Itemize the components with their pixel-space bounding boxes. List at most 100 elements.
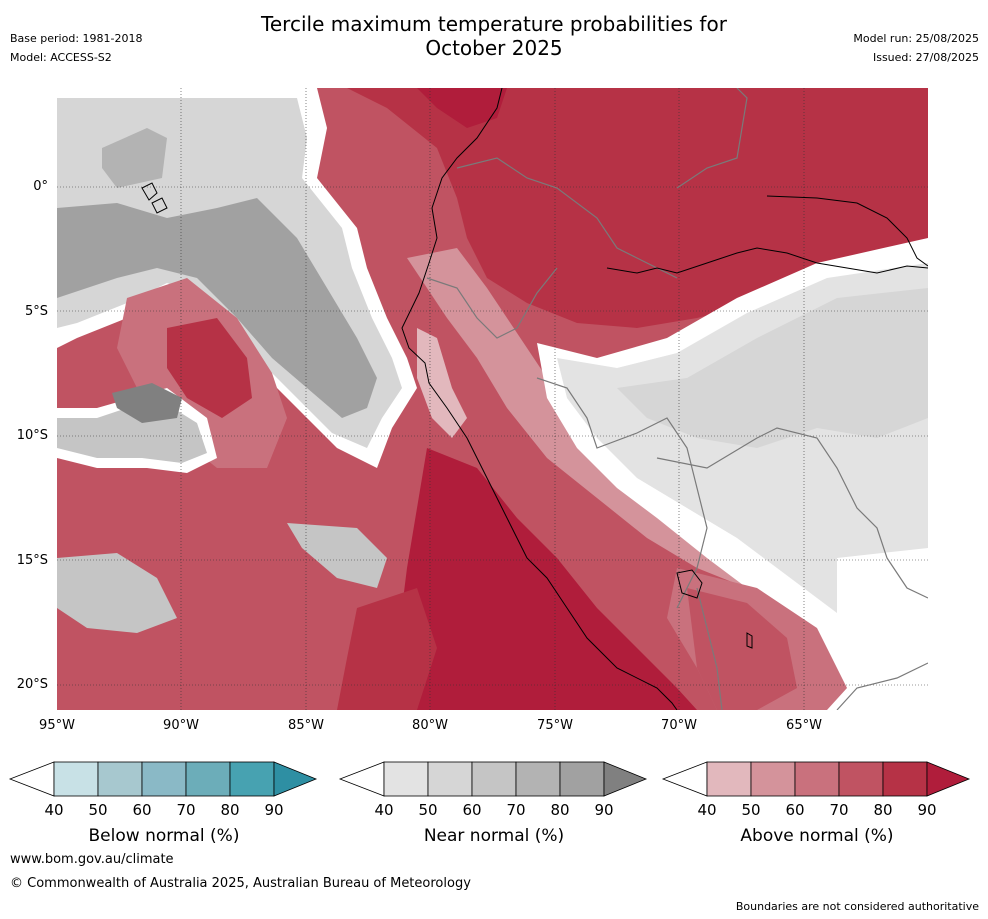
lat-label-5s: 5°S [24, 304, 48, 319]
colorbar-above-seg-2 [750, 761, 796, 797]
colorbar-above [661, 761, 971, 797]
below-tick-60: 60 [132, 801, 152, 819]
above-tick-90: 90 [917, 801, 937, 819]
colorbar-near-seg-5 [559, 761, 605, 797]
coastline-galapagos-2 [151, 197, 168, 214]
below-tick-80: 80 [220, 801, 240, 819]
map-title: Tercile maximum temperature probabilitie… [0, 12, 988, 60]
above-tick-70: 70 [829, 801, 849, 819]
near-tick-70: 70 [506, 801, 526, 819]
footer-copyright: © Commonwealth of Australia 2025, Austra… [10, 876, 471, 891]
title-line-2: October 2025 [425, 36, 563, 60]
model-text: Model: ACCESS-S2 [10, 51, 112, 64]
colorbar-near-seg-2 [427, 761, 473, 797]
boundary-chile-argentina [696, 587, 723, 710]
footer-note: Boundaries are not considered authoritat… [735, 900, 979, 913]
lon-label-90w: 90°W [163, 718, 199, 733]
above-region-coast-mid [337, 588, 437, 710]
above-region-north [347, 88, 928, 328]
colorbar-near-seg-6 [603, 761, 648, 797]
lat-label-0: 0° [33, 179, 48, 194]
colorbar-near-seg-1 [383, 761, 429, 797]
above-region-coastal-pale [417, 328, 467, 438]
colorbar-near-seg-4 [515, 761, 561, 797]
lon-label-75w: 75°W [537, 718, 573, 733]
colorbar-below-seg-2 [97, 761, 143, 797]
below-tick-50: 50 [88, 801, 108, 819]
coastline-galapagos-1 [141, 182, 158, 201]
colorbar-above-seg-1 [706, 761, 752, 797]
coastline-lake-titicaca [676, 569, 703, 599]
near-tick-90: 90 [594, 801, 614, 819]
meta-left: Base period: 1981-2018 Model: ACCESS-S2 [10, 32, 142, 65]
colorbar-above-seg-3 [794, 761, 840, 797]
colorbar-above-seg-0 [661, 761, 708, 797]
footer-url: www.bom.gov.au/climate [10, 852, 174, 867]
lon-label-85w: 85°W [288, 718, 324, 733]
colorbar-below-seg-6 [273, 761, 318, 797]
above-tick-40: 40 [697, 801, 717, 819]
above-tick-60: 60 [785, 801, 805, 819]
near-tick-80: 80 [550, 801, 570, 819]
country-boundaries [426, 88, 928, 710]
above-tick-50: 50 [741, 801, 761, 819]
model-run-text: Model run: 25/08/2025 [853, 32, 979, 45]
above-region-north-peak [417, 88, 507, 128]
colorbar-below-seg-5 [229, 761, 275, 797]
coastline-pacific [401, 88, 678, 710]
lat-label-15s: 15°S [16, 553, 48, 568]
lon-label-65w: 65°W [786, 718, 822, 733]
near-tick-60: 60 [462, 801, 482, 819]
colorbar-above-seg-5 [882, 761, 928, 797]
colorbar-above-seg-4 [838, 761, 884, 797]
colorbar-near-seg-3 [471, 761, 517, 797]
lon-label-70w: 70°W [661, 718, 697, 733]
colorbar-below-seg-0 [8, 761, 55, 797]
coastline-lake-east [746, 632, 753, 649]
lat-label-20s: 20°S [16, 677, 48, 692]
near-tick-50: 50 [418, 801, 438, 819]
coastline-amazon-river [606, 247, 928, 274]
colorbar-below-title: Below normal (%) [88, 826, 240, 846]
lat-label-10s: 10°S [16, 428, 48, 443]
colorbar-below [8, 761, 318, 797]
meta-right: Model run: 25/08/2025 Issued: 27/08/2025 [853, 32, 979, 65]
boundary-bolivia [656, 427, 928, 599]
probability-map [57, 88, 928, 710]
gridlines [57, 88, 928, 710]
coastline-amazon-north [766, 195, 928, 267]
above-region-southeast-inner [687, 588, 797, 710]
colorbar-below-seg-3 [141, 761, 187, 797]
near-region-southwest-core [112, 383, 182, 423]
boundary-colombia-ecuador [456, 157, 678, 279]
colorbar-near-seg-0 [338, 761, 385, 797]
near-region-east-inner [617, 288, 928, 448]
below-tick-90: 90 [264, 801, 284, 819]
colorbar-near-title: Near normal (%) [423, 826, 565, 846]
boundary-ecuador-peru [426, 267, 558, 339]
near-region-east-south [837, 548, 928, 710]
colorbar-near [338, 761, 648, 797]
boundary-peru-brazil [536, 377, 708, 609]
colorbar-below-seg-1 [53, 761, 99, 797]
near-tick-40: 40 [374, 801, 394, 819]
lon-label-80w: 80°W [412, 718, 448, 733]
title-line-1: Tercile maximum temperature probabilitie… [261, 12, 727, 36]
above-pocket-west-inner [167, 318, 252, 418]
above-region-coast-south [387, 448, 697, 710]
below-tick-70: 70 [176, 801, 196, 819]
colorbar-below-seg-4 [185, 761, 231, 797]
below-tick-40: 40 [44, 801, 64, 819]
colorbar-above-seg-6 [926, 761, 971, 797]
near-region-west-top [102, 128, 167, 188]
coastlines [141, 88, 928, 710]
issued-text: Issued: 27/08/2025 [872, 51, 979, 64]
near-region-south-2 [57, 553, 177, 633]
near-region-south-1 [287, 523, 387, 588]
lon-label-95w: 95°W [39, 718, 75, 733]
boundary-colombia-venezuela [676, 88, 748, 189]
boundary-east [836, 662, 928, 710]
above-tick-80: 80 [873, 801, 893, 819]
near-region-west-core [57, 198, 377, 418]
colorbar-above-title: Above normal (%) [740, 826, 894, 846]
